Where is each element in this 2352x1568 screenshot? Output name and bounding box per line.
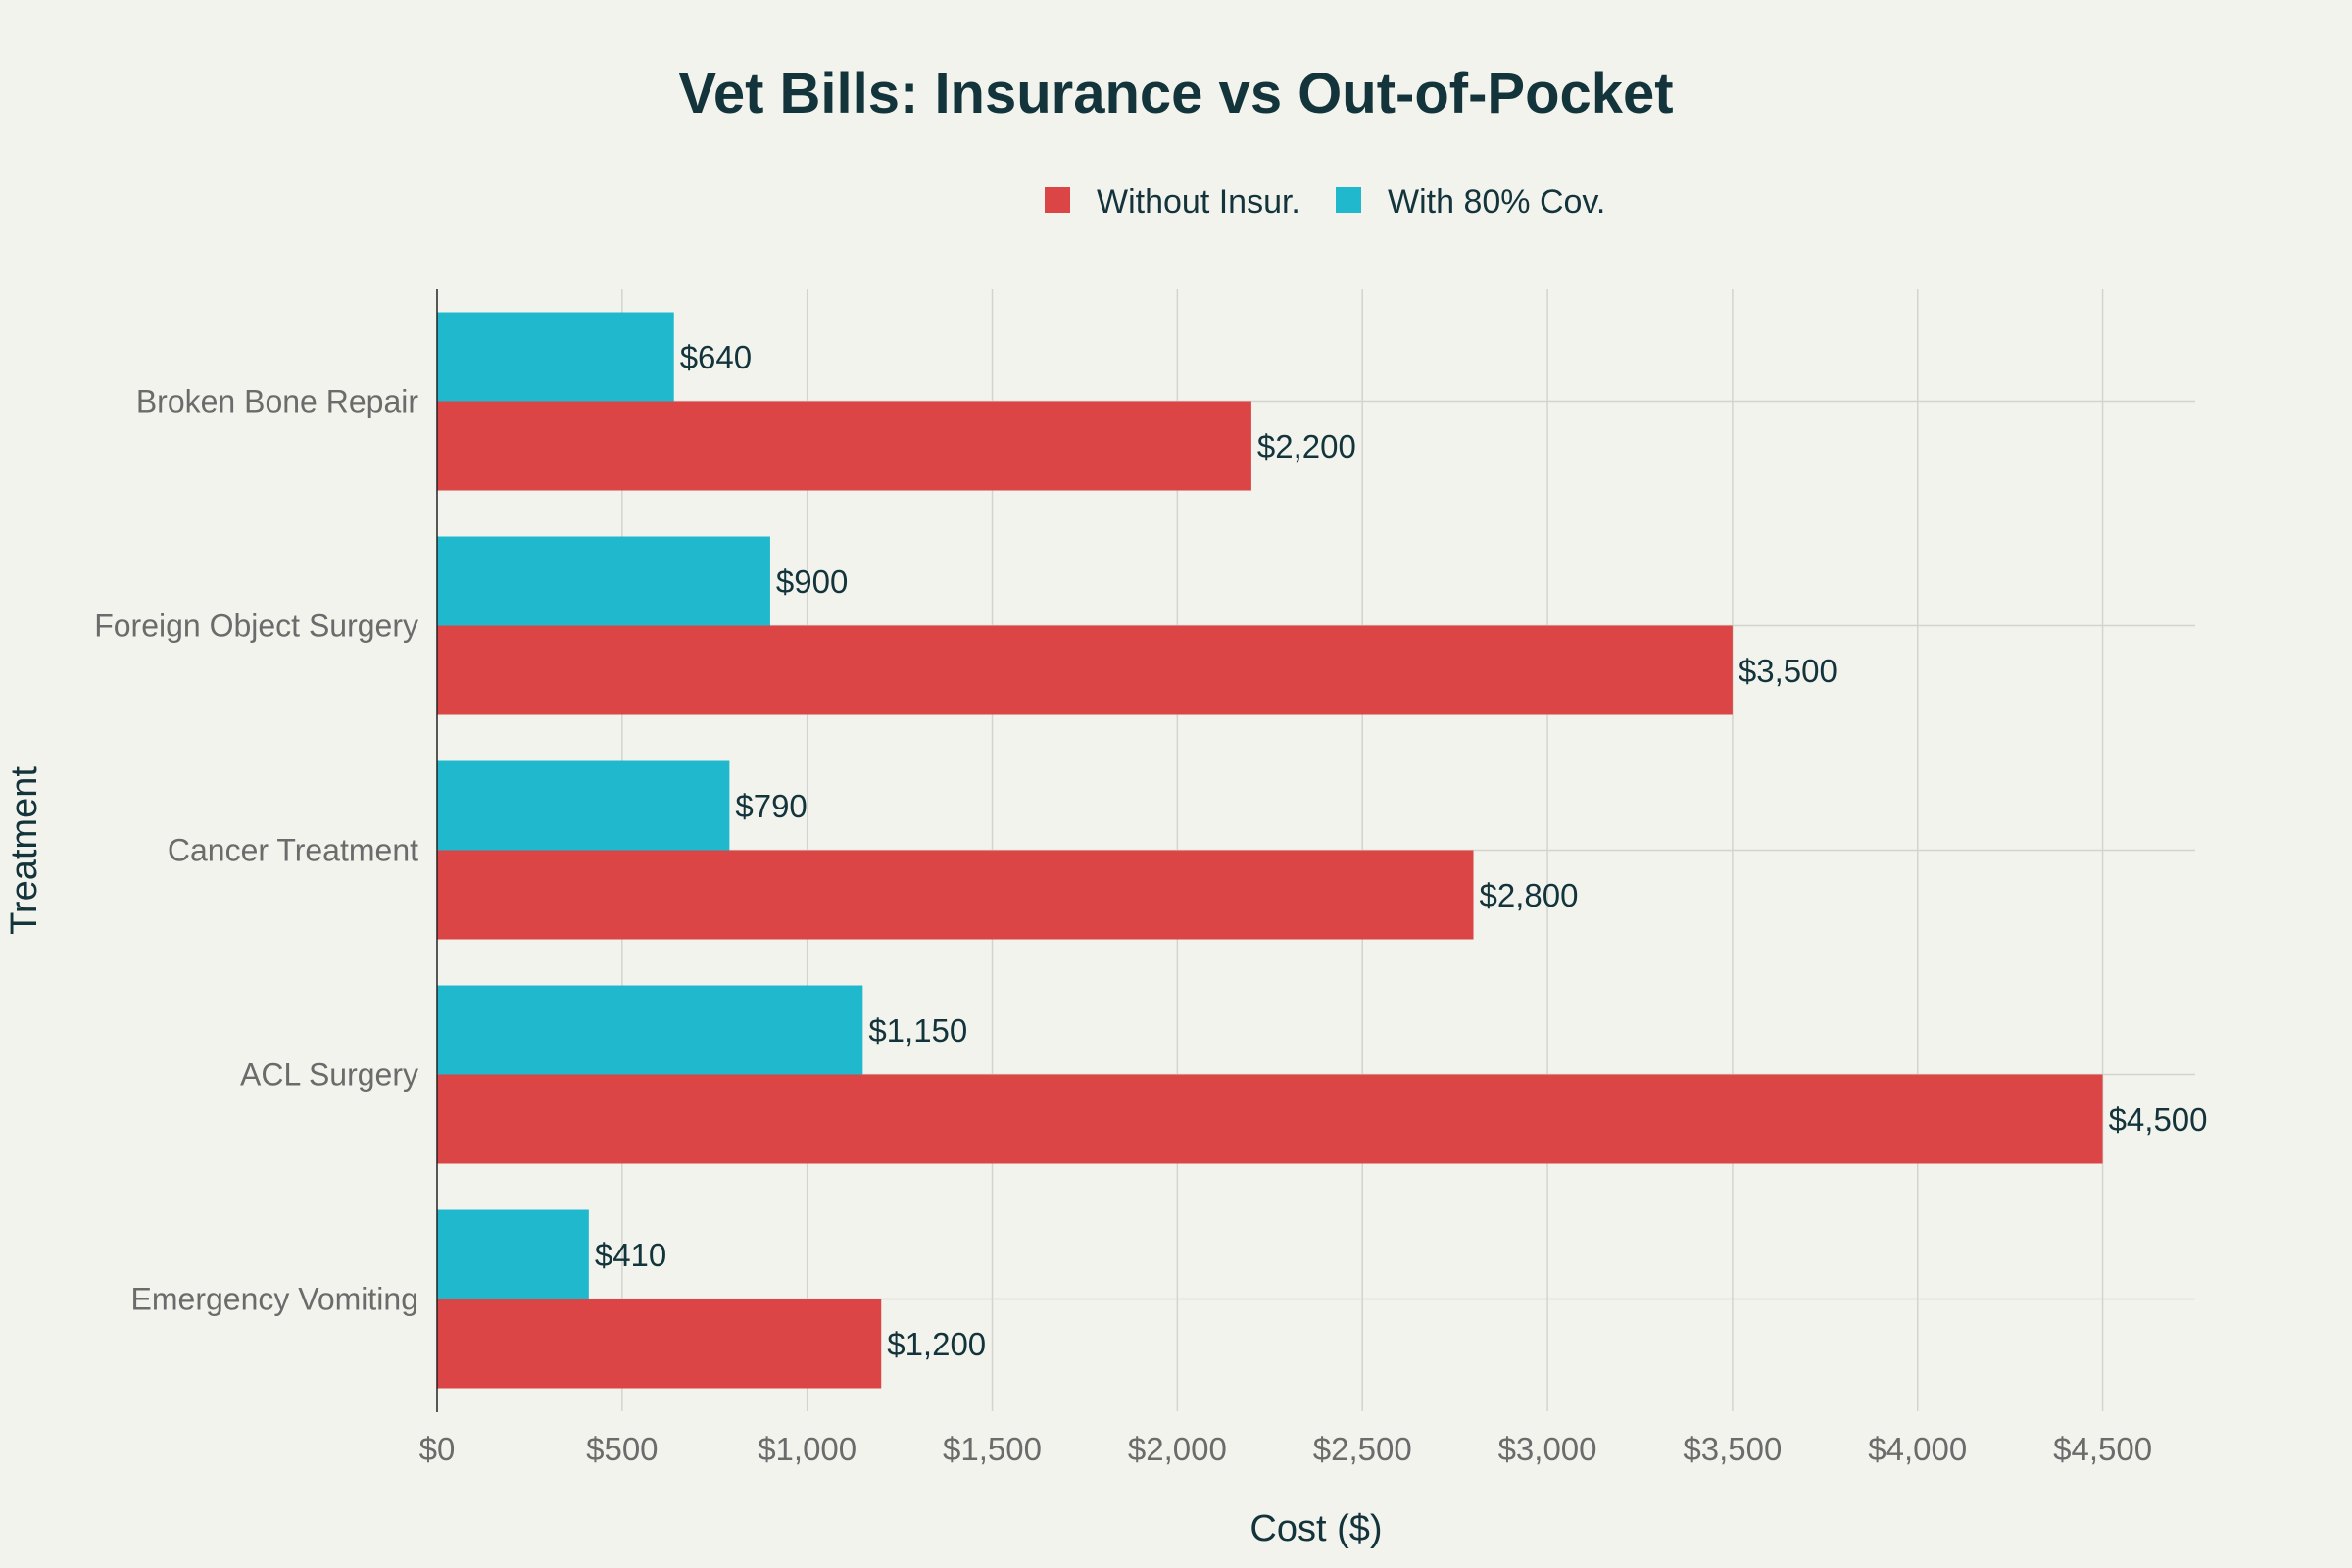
bar-without-insurance: [437, 1074, 2103, 1164]
legend: Without Insur. With 80% Cov.: [1045, 183, 1605, 220]
bar-with-coverage: [437, 536, 770, 626]
legend-label-with-coverage: With 80% Cov.: [1388, 183, 1605, 220]
bar-with-coverage: [437, 985, 863, 1075]
x-tick-label: $1,000: [758, 1431, 857, 1467]
data-label-without-insurance: $1,200: [887, 1326, 986, 1362]
data-label-without-insurance: $2,200: [1257, 428, 1356, 465]
data-label-with-coverage: $1,150: [868, 1012, 967, 1049]
bars: [437, 312, 2103, 1389]
x-tick-label: $2,000: [1128, 1431, 1227, 1467]
data-label-with-coverage: $900: [776, 564, 848, 600]
bar-without-insurance: [437, 625, 1733, 715]
x-axis-title: Cost ($): [1250, 1508, 1382, 1549]
axes: $0 $500 $1,000 $1,500 $2,000 $2,500 $3,000 $3,5…: [94, 289, 2152, 1467]
x-tick-label: $500: [586, 1431, 658, 1467]
y-category-label: Broken Bone Repair: [136, 384, 419, 419]
bar-without-insurance: [437, 401, 1251, 491]
data-label-with-coverage: $410: [595, 1237, 666, 1273]
x-tick-label: $2,500: [1313, 1431, 1412, 1467]
data-label-with-coverage: $790: [735, 788, 807, 824]
x-tick-label: $0: [419, 1431, 456, 1467]
data-label-without-insurance: $4,500: [2109, 1102, 2208, 1138]
legend-swatch-with-coverage: [1336, 187, 1361, 213]
bar-with-coverage: [437, 760, 730, 851]
x-tick-label: $4,000: [1868, 1431, 1967, 1467]
legend-label-without-insurance: Without Insur.: [1097, 183, 1300, 220]
x-tick-label: $4,500: [2053, 1431, 2152, 1467]
legend-swatch-without-insurance: [1045, 187, 1070, 213]
y-category-label: Foreign Object Surgery: [94, 609, 418, 644]
y-category-label: ACL Surgery: [240, 1057, 418, 1093]
data-label-with-coverage: $640: [680, 339, 752, 375]
bar-without-insurance: [437, 1298, 882, 1389]
x-tick-label: $1,500: [943, 1431, 1042, 1467]
data-labels: $2,200 $3,500 $2,800 $4,500 $1,200 $640 $900 $7…: [595, 339, 2208, 1362]
data-label-without-insurance: $2,800: [1480, 877, 1579, 913]
bar-with-coverage: [437, 1209, 589, 1299]
bar-with-coverage: [437, 312, 674, 402]
data-label-without-insurance: $3,500: [1739, 653, 1838, 689]
bar-without-insurance: [437, 850, 1474, 940]
x-tick-label: $3,500: [1683, 1431, 1782, 1467]
chart-title: Vet Bills: Insurance vs Out-of-Pocket: [678, 62, 1673, 125]
x-tick-label: $3,000: [1498, 1431, 1597, 1467]
y-category-label: Emergency Vomiting: [131, 1282, 418, 1317]
y-category-label: Cancer Treatment: [168, 833, 418, 868]
y-axis-title: Treatment: [4, 766, 45, 935]
